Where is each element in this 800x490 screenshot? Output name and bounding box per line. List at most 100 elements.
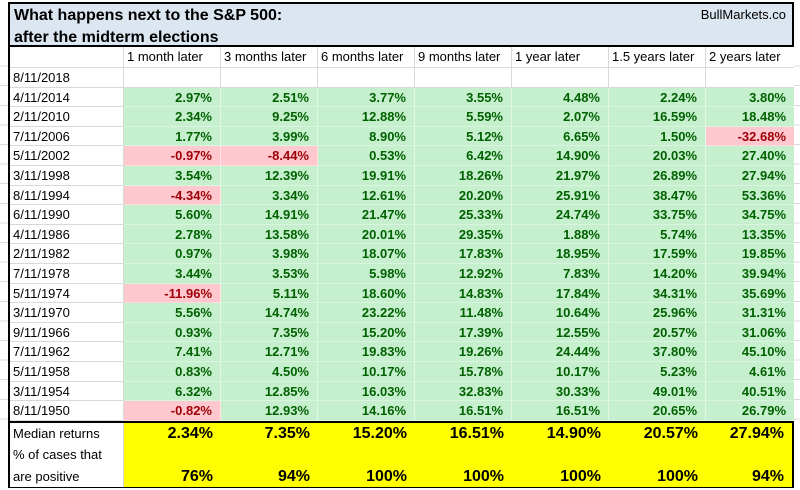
value-cell: -4.34% [124, 185, 221, 206]
value-cell [318, 68, 415, 88]
row-date: 3/11/1998 [10, 165, 124, 186]
value-cell: 14.90% [512, 146, 609, 166]
value-cell: 18.26% [415, 165, 512, 186]
row-date: 8/11/2018 [10, 68, 124, 88]
value-cell: 6.65% [512, 126, 609, 147]
value-cell: 18.48% [706, 107, 794, 127]
title-box: What happens next to the S&P 500: BullMa… [8, 2, 794, 47]
summary-block: Median returns % of cases that are posit… [8, 420, 794, 488]
table-row: 3/11/1998 3.54% 12.39% 19.91% 18.26% 21.97% 26… [10, 165, 794, 186]
page-title: What happens next to the S&P 500: [14, 7, 283, 24]
value-cell: 26.79% [706, 401, 794, 421]
value-cell: 1.88% [512, 224, 609, 245]
value-cell: 34.75% [706, 205, 794, 225]
value-cell: 25.33% [415, 205, 512, 225]
value-cell: 18.07% [318, 244, 415, 264]
value-cell: 20.57% [609, 322, 706, 343]
sheet-margin-left [0, 47, 8, 421]
value-cell: 14.74% [221, 303, 318, 323]
summary-labels: Median returns % of cases that are posit… [10, 422, 124, 488]
row-date: 6/11/1990 [10, 205, 124, 225]
table-row: 8/11/1994 -4.34% 3.34% 12.61% 20.20% 25.91% 38… [10, 185, 794, 206]
row-date: 8/11/1994 [10, 185, 124, 206]
value-cell: 26.89% [609, 165, 706, 186]
value-cell: 2.24% [609, 87, 706, 108]
value-cell: 12.93% [221, 401, 318, 421]
table-row: 5/11/2002 -0.97% -8.44% 0.53% 6.42% 14.90% 20.… [10, 146, 794, 166]
value-cell: 11.48% [415, 303, 512, 323]
value-cell: -11.96% [124, 283, 221, 304]
median-returns-label: Median returns [13, 425, 100, 441]
value-cell: 20.65% [609, 401, 706, 421]
value-cell [609, 68, 706, 88]
table-row: 6/11/1990 5.60% 14.91% 21.47% 25.33% 24.74% 33… [10, 205, 794, 225]
summary-column: 27.94% 94% [706, 423, 792, 488]
value-cell: 24.74% [512, 205, 609, 225]
summary-column: 16.51% 100% [415, 423, 512, 488]
value-cell: 20.03% [609, 146, 706, 166]
value-cell: 1.50% [609, 126, 706, 147]
value-cell: 2.78% [124, 224, 221, 245]
summary-column: 14.90% 100% [512, 423, 609, 488]
column-header: 3 months later [221, 47, 318, 68]
value-cell: 19.83% [318, 342, 415, 362]
value-cell: 7.35% [221, 322, 318, 343]
table-row: 3/11/1954 6.32% 12.85% 16.03% 32.83% 30.33% 49… [10, 381, 794, 402]
value-cell: 35.69% [706, 283, 794, 304]
value-cell: -32.68% [706, 126, 794, 147]
value-cell: 12.92% [415, 263, 512, 284]
value-cell: 14.83% [415, 283, 512, 304]
column-header: 9 months later [415, 47, 512, 68]
table-row: 2/11/1982 0.97% 3.98% 18.07% 17.83% 18.95% 17.… [10, 244, 794, 264]
page-subtitle: after the midterm elections [14, 29, 219, 46]
value-cell: 3.77% [318, 87, 415, 108]
brand-label: BullMarkets.co [700, 7, 786, 22]
row-date: 4/11/1986 [10, 224, 124, 245]
row-date: 7/11/1962 [10, 342, 124, 362]
value-cell: 19.85% [706, 244, 794, 264]
value-cell: 14.20% [609, 263, 706, 284]
positive-percentage-value: 76% [180, 468, 213, 486]
table-row: 7/11/2006 1.77% 3.99% 8.90% 5.12% 6.65% 1.50% -… [10, 126, 794, 147]
value-cell: 33.75% [609, 205, 706, 225]
value-cell: 20.20% [415, 185, 512, 206]
value-cell: 17.84% [512, 283, 609, 304]
value-cell: 12.85% [221, 381, 318, 402]
corner-cell [10, 47, 124, 68]
value-cell: 5.98% [318, 263, 415, 284]
value-cell: 34.31% [609, 283, 706, 304]
median-value: 14.90% [546, 424, 601, 442]
positive-percentage-value: 100% [657, 468, 698, 486]
value-cell: 18.95% [512, 244, 609, 264]
value-cell: 15.20% [318, 322, 415, 343]
value-cell: 14.16% [318, 401, 415, 421]
row-date: 8/11/1950 [10, 401, 124, 421]
value-cell: 7.83% [512, 263, 609, 284]
median-value: 20.57% [643, 424, 698, 442]
data-rows: 8/11/2018 4/11/2014 2.97% 2.51% 3.77% 3.55% 4.… [10, 68, 794, 421]
value-cell: -0.97% [124, 146, 221, 166]
value-cell: 3.99% [221, 126, 318, 147]
value-cell: 5.12% [415, 126, 512, 147]
value-cell: 31.06% [706, 322, 794, 343]
value-cell: 12.39% [221, 165, 318, 186]
value-cell: 40.51% [706, 381, 794, 402]
value-cell: 24.44% [512, 342, 609, 362]
median-value: 16.51% [449, 424, 504, 442]
positive-percentage-value: 100% [560, 468, 601, 486]
positive-cases-label-line2: are positive [13, 468, 80, 484]
value-cell: 27.40% [706, 146, 794, 166]
summary-column: 7.35% 94% [221, 423, 318, 488]
value-cell: 3.55% [415, 87, 512, 108]
value-cell: 3.34% [221, 185, 318, 206]
row-date: 3/11/1954 [10, 381, 124, 402]
value-cell: 29.35% [415, 224, 512, 245]
value-cell: 53.36% [706, 185, 794, 206]
value-cell: 4.48% [512, 87, 609, 108]
median-value: 15.20% [352, 424, 407, 442]
row-date: 7/11/1978 [10, 263, 124, 284]
summary-values: 2.34% 76% 7.35% 94% 15.20% 100% 16.51% 100% 14.9… [124, 422, 792, 488]
row-date: 5/11/2002 [10, 146, 124, 166]
value-cell: 0.53% [318, 146, 415, 166]
positive-percentage-value: 100% [463, 468, 504, 486]
